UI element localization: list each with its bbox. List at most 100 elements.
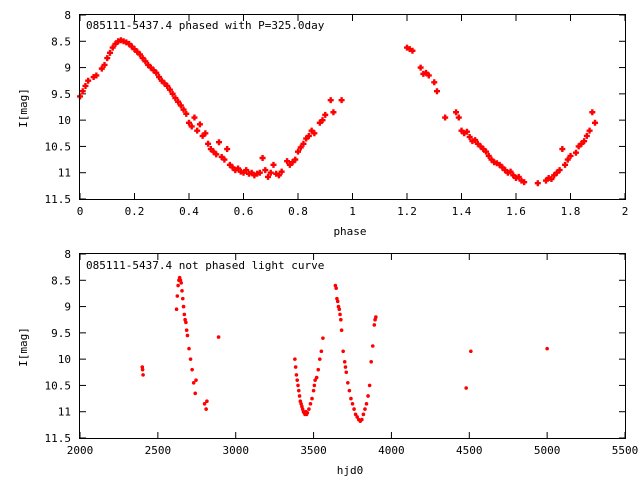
data-point [164,82,171,89]
data-point [305,132,312,139]
data-point [295,148,301,155]
y-tick-label: 9.5 [51,88,71,101]
data-point [79,88,86,95]
data-point [361,412,366,417]
y-tick-label: 9.5 [51,327,71,340]
data-point [166,86,173,93]
data-point [442,114,449,121]
data-point [305,410,310,415]
data-point [319,349,324,354]
data-point [202,130,209,137]
data-point [293,357,297,361]
data-point [369,359,373,364]
data-point [292,156,299,163]
data-point [294,373,299,377]
data-point [186,119,192,126]
data-point [156,74,163,81]
data-point [275,172,282,179]
data-point [141,373,145,377]
data-points [140,275,549,423]
data-point [176,283,180,288]
data-point [175,294,180,298]
data-point [347,388,352,393]
x-tick-label: 3500 [300,444,327,457]
data-point [184,328,189,333]
data-point [319,117,326,124]
data-point [205,399,209,404]
data-point [202,402,207,406]
data-point [344,370,349,375]
x-tick-label: 0 [77,205,84,218]
chart-title: 085111-5437.4 phased with P=325.0day [86,19,325,32]
data-point [296,383,300,388]
y-tick-label: 10.5 [45,379,72,392]
data-point [338,97,345,104]
data-point [174,307,179,312]
data-point [191,381,196,385]
data-point [224,146,231,153]
data-point [562,161,569,168]
data-point [221,156,228,163]
y-axis-label: I[mag] [17,327,30,367]
x-tick-label: 0.8 [288,205,308,218]
data-point [169,90,176,97]
data-point [360,417,364,422]
data-point [330,109,337,116]
y-tick-label: 8.5 [51,35,71,48]
data-point [188,123,195,130]
x-tick-label: 5000 [534,444,561,457]
data-point [559,146,566,153]
data-point [339,317,343,322]
x-axis-label: hjd0 [337,464,364,477]
data-point [469,349,473,354]
data-point [335,299,340,304]
data-point [367,383,372,388]
chart-title: 085111-5437.4 not phased light curve [86,259,324,272]
data-point [507,168,514,175]
x-tick-label: 4500 [456,444,483,457]
data-point [363,407,367,411]
data-point [193,391,198,396]
data-point [140,367,145,372]
x-tick-label: 4000 [378,444,405,457]
data-point [586,127,593,134]
data-point [179,281,184,285]
data-point [191,114,198,121]
y-tick-label: 11.5 [45,432,72,445]
data-point [265,173,272,180]
data-point [256,169,263,176]
data-point [346,381,350,385]
data-point [267,169,274,176]
data-point [321,336,325,340]
data-point [353,412,358,417]
y-tick-label: 8 [64,9,71,22]
data-point [349,396,353,401]
data-point [185,333,190,338]
data-point [334,286,338,290]
data-point [136,51,143,58]
data-point [343,365,348,369]
data-point [308,402,313,406]
data-point [463,128,470,135]
data-point [297,394,302,398]
data-point [322,111,329,118]
data-point [204,407,208,411]
data-point [464,386,468,390]
data-point [567,152,574,159]
data-point [177,102,184,109]
data-point [374,315,378,319]
data-point [205,140,212,147]
data-point [82,82,89,89]
data-point [243,167,250,174]
data-point [564,156,571,163]
data-point [101,61,108,68]
data-point [327,97,334,104]
y-tick-label: 9 [64,301,71,314]
data-point [188,357,193,361]
data-point [296,388,301,393]
data-point [184,320,188,325]
x-tick-label: 1.6 [506,205,526,218]
data-point [572,149,579,156]
y-axis-label: I[mag] [17,88,30,128]
x-tick-label: 3000 [222,444,249,457]
